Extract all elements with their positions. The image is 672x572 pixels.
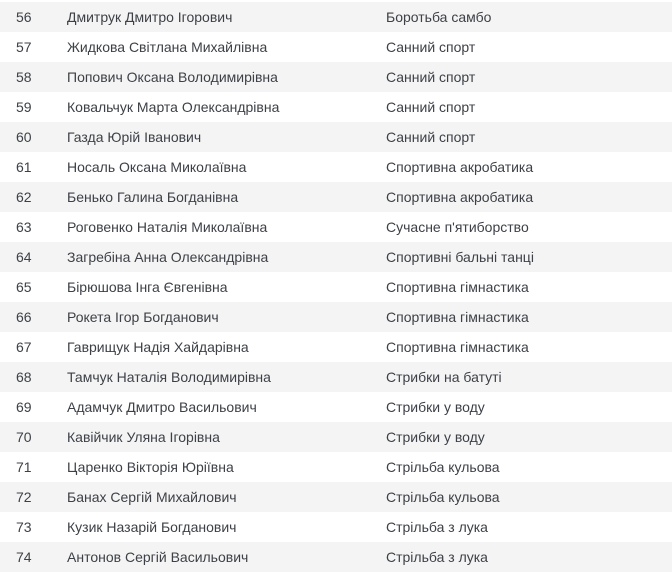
row-number-cell: 73 [16,519,32,535]
row-number-cell: 71 [16,459,32,475]
sport-cell: Спортивна акробатика [386,159,534,175]
row-number-cell: 64 [16,249,32,265]
sport-cell: Стрибки у воду [386,399,485,415]
row-number-cell: 72 [16,489,32,505]
sport-cell: Спортивна гімнастика [386,279,529,295]
table-row: 64 Загребіна Анна Олександрівна Спортивн… [0,242,672,272]
athlete-name-cell: Носаль Оксана Миколаївна [67,159,247,175]
row-number-cell: 70 [16,429,32,445]
table-row: 74 Антонов Сергій Васильович Стрільба з … [0,542,672,572]
athlete-name-cell: Газда Юрій Іванович [67,129,202,145]
sport-cell: Стрибки у воду [386,429,485,445]
athlete-name-cell: Гаврищук Надія Хайдарівна [67,339,249,355]
sport-cell: Стрільба з лука [386,549,488,565]
table-row: 62 Бенько Галина Богданівна Спортивна ак… [0,182,672,212]
row-number-cell: 61 [16,159,32,175]
athlete-name-cell: Рокета Ігор Богданович [67,309,219,325]
athlete-name-cell: Жидкова Світлана Михайлівна [67,39,268,55]
sport-cell: Санний спорт [386,39,476,55]
table-row: 63 Роговенко Наталія Миколаївна Сучасне … [0,212,672,242]
athlete-name-cell: Кузик Назарій Богданович [67,519,237,535]
row-number-cell: 59 [16,99,32,115]
athlete-name-cell: Антонов Сергій Васильович [67,549,249,565]
sport-cell: Спортивна гімнастика [386,309,529,325]
table-row: 56 Дмитрук Дмитро Ігорович Боротьба самб… [0,2,672,32]
row-number-cell: 56 [16,9,32,25]
athlete-name-cell: Попович Оксана Володимирівна [67,69,278,85]
table-row: 71 Царенко Вікторія Юріївна Стрільба кул… [0,452,672,482]
athlete-name-cell: Адамчук Дмитро Васильович [67,399,257,415]
sport-cell: Санний спорт [386,99,476,115]
table-row: 57 Жидкова Світлана Михайлівна Санний сп… [0,32,672,62]
sport-cell: Спортивна акробатика [386,189,534,205]
table-row: 73 Кузик Назарій Богданович Стрільба з л… [0,512,672,542]
athlete-name-cell: Бенько Галина Богданівна [67,189,239,205]
sport-cell: Санний спорт [386,129,476,145]
table-row: 70 Кавійчик Уляна Ігорівна Стрибки у вод… [0,422,672,452]
row-number-cell: 58 [16,69,32,85]
table-row: 67 Гаврищук Надія Хайдарівна Спортивна г… [0,332,672,362]
sport-cell: Стрільба кульова [386,489,500,505]
sport-cell: Стрільба кульова [386,459,500,475]
athlete-name-cell: Бірюшова Інга Євгенівна [67,279,228,295]
row-number-cell: 60 [16,129,32,145]
athlete-name-cell: Банах Сергій Михайлович [67,489,237,505]
athlete-name-cell: Дмитрук Дмитро Ігорович [67,9,233,25]
athlete-name-cell: Тамчук Наталія Володимирівна [67,369,271,385]
row-number-cell: 57 [16,39,32,55]
table-row: 72 Банах Сергій Михайлович Стрільба куль… [0,482,672,512]
table-row: 61 Носаль Оксана Миколаївна Спортивна ак… [0,152,672,182]
sport-cell: Стрільба з лука [386,519,488,535]
sport-cell: Стрибки на батуті [386,369,502,385]
table-row: 66 Рокета Ігор Богданович Спортивна гімн… [0,302,672,332]
table-row: 69 Адамчук Дмитро Васильович Стрибки у в… [0,392,672,422]
row-number-cell: 67 [16,339,32,355]
athlete-name-cell: Ковальчук Марта Олександрівна [67,99,280,115]
sport-cell: Спортивні бальні танці [386,249,534,265]
row-number-cell: 68 [16,369,32,385]
athlete-name-cell: Загребіна Анна Олександрівна [67,249,269,265]
row-number-cell: 65 [16,279,32,295]
athlete-name-cell: Кавійчик Уляна Ігорівна [67,429,220,445]
sport-cell: Сучасне п'ятиборство [386,219,529,235]
table-row: 58 Попович Оксана Володимирівна Санний с… [0,62,672,92]
row-number-cell: 63 [16,219,32,235]
row-number-cell: 66 [16,309,32,325]
table-row: 65 Бірюшова Інга Євгенівна Спортивна гім… [0,272,672,302]
sport-cell: Спортивна гімнастика [386,339,529,355]
athlete-name-cell: Роговенко Наталія Миколаївна [67,219,268,235]
sport-cell: Санний спорт [386,69,476,85]
table-row: 59 Ковальчук Марта Олександрівна Санний … [0,92,672,122]
sport-cell: Боротьба самбо [386,9,492,25]
row-number-cell: 69 [16,399,32,415]
row-number-cell: 62 [16,189,32,205]
table-row: 60 Газда Юрій Іванович Санний спорт [0,122,672,152]
athlete-name-cell: Царенко Вікторія Юріївна [67,459,234,475]
table-row: 68 Тамчук Наталія Володимирівна Стрибки … [0,362,672,392]
row-number-cell: 74 [16,549,32,565]
